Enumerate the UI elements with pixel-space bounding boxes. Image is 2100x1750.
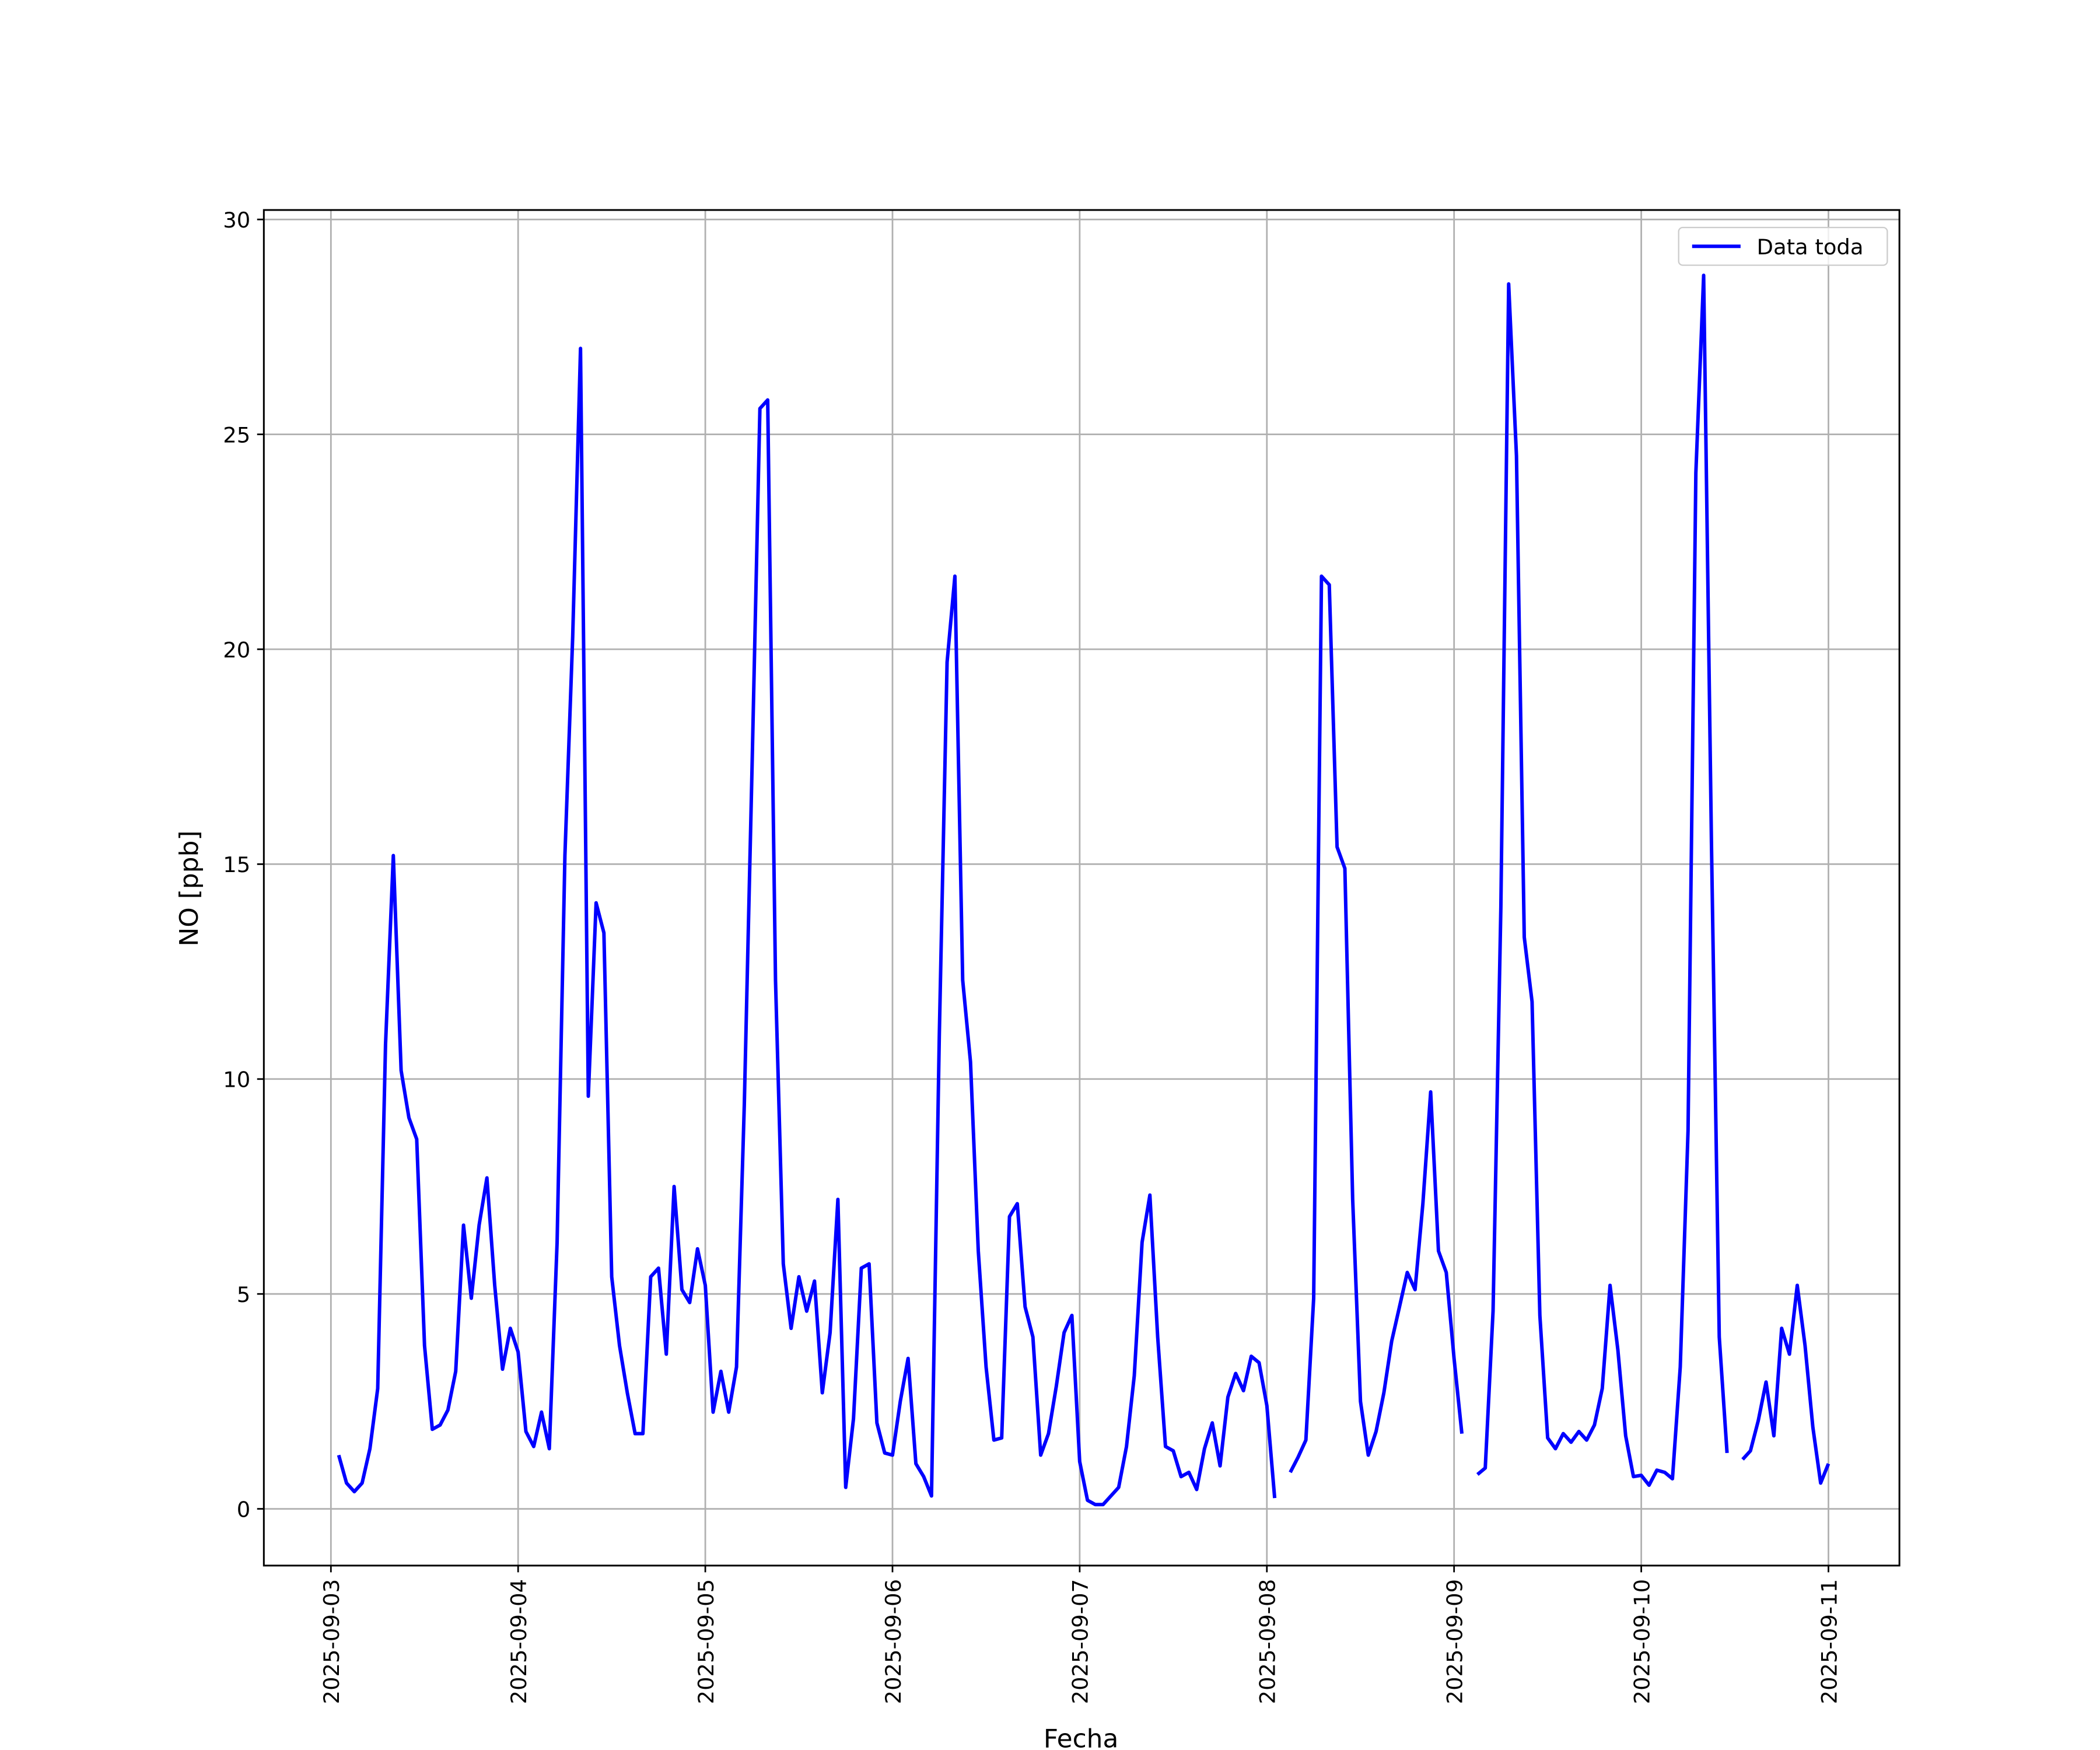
y-tick-label: 20 [223, 638, 250, 663]
y-tick-label: 5 [237, 1282, 250, 1307]
y-tick-label: 25 [223, 422, 250, 447]
y-axis-label: NO [ppb] [174, 831, 204, 947]
x-tick-label: 2025-09-03 [319, 1579, 344, 1704]
y-tick-label: 30 [223, 208, 250, 233]
y-tick-label: 15 [223, 852, 250, 877]
x-tick-label: 2025-09-10 [1629, 1579, 1654, 1704]
y-tick-label: 10 [223, 1068, 250, 1093]
x-tick-label: 2025-09-09 [1443, 1579, 1468, 1704]
legend-label: Data toda [1757, 235, 1864, 260]
legend-box [1678, 226, 1888, 266]
y-tick-label: 0 [237, 1497, 250, 1522]
plot-frame [262, 209, 1901, 1567]
x-tick-label: 2025-09-04 [506, 1579, 531, 1704]
x-axis-label: Fecha [1044, 1724, 1119, 1750]
data-line [337, 273, 1831, 1507]
x-tick-label: 2025-09-05 [694, 1579, 719, 1704]
x-tick-label: 2025-09-11 [1817, 1579, 1842, 1704]
x-tick-label: 2025-09-07 [1068, 1579, 1093, 1704]
x-tick-label: 2025-09-06 [881, 1579, 906, 1704]
x-tick-label: 2025-09-08 [1255, 1579, 1280, 1704]
